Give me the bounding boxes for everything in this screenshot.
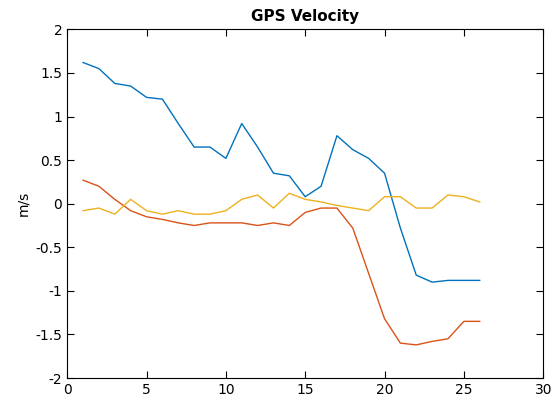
Y-axis label: m/s: m/s <box>16 191 30 216</box>
Title: GPS Velocity: GPS Velocity <box>251 9 360 24</box>
